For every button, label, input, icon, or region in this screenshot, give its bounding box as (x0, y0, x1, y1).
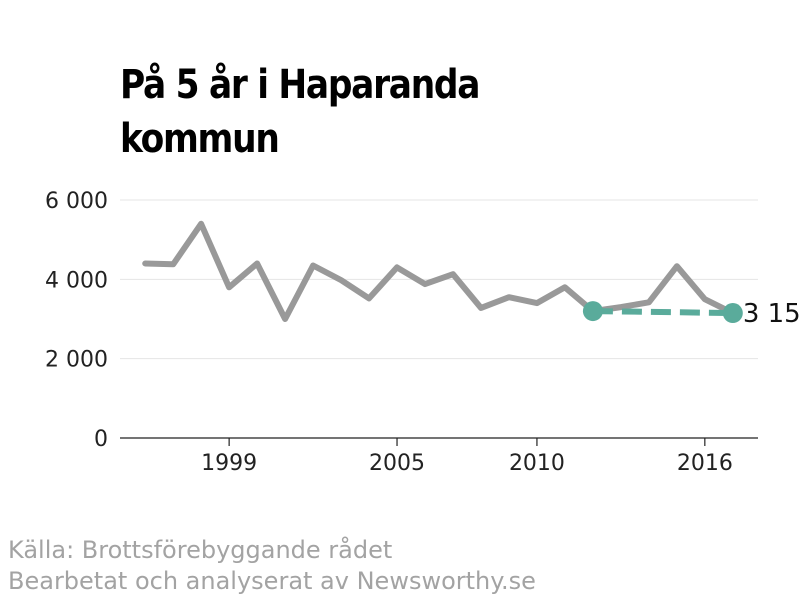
highlight-start-point (582, 301, 603, 322)
y-axis: 0 2 000 4 000 6 000 (45, 189, 108, 452)
chart-title: På 5 år i Haparanda kommun (120, 58, 688, 166)
highlight-end-point (722, 303, 743, 324)
y-tick-label: 0 (94, 427, 108, 452)
x-tick-label: 2005 (369, 451, 425, 476)
series-line (142, 220, 736, 322)
x-tick-label: 2010 (509, 451, 565, 476)
y-tick-label: 6 000 (45, 189, 108, 214)
highlight-dashed-line (592, 308, 733, 317)
x-tick-label: 2016 (677, 451, 733, 476)
credit-text: Bearbetat och analyserat av Newsworthy.s… (8, 567, 536, 595)
footer: Källa: Brottsförebyggande rådet Bearbeta… (8, 535, 536, 597)
chart-title-line-1: På 5 år i Haparanda (120, 62, 480, 108)
x-tick-label: 1999 (201, 451, 257, 476)
end-value-label: 3 150 (743, 299, 800, 329)
y-tick-label: 4 000 (45, 268, 108, 293)
y-tick-label: 2 000 (45, 348, 108, 373)
chart-title-line-2: kommun (120, 116, 280, 162)
x-axis: 1999 2005 2010 2016 (201, 438, 733, 476)
source-text: Källa: Brottsförebyggande rådet (8, 536, 393, 564)
